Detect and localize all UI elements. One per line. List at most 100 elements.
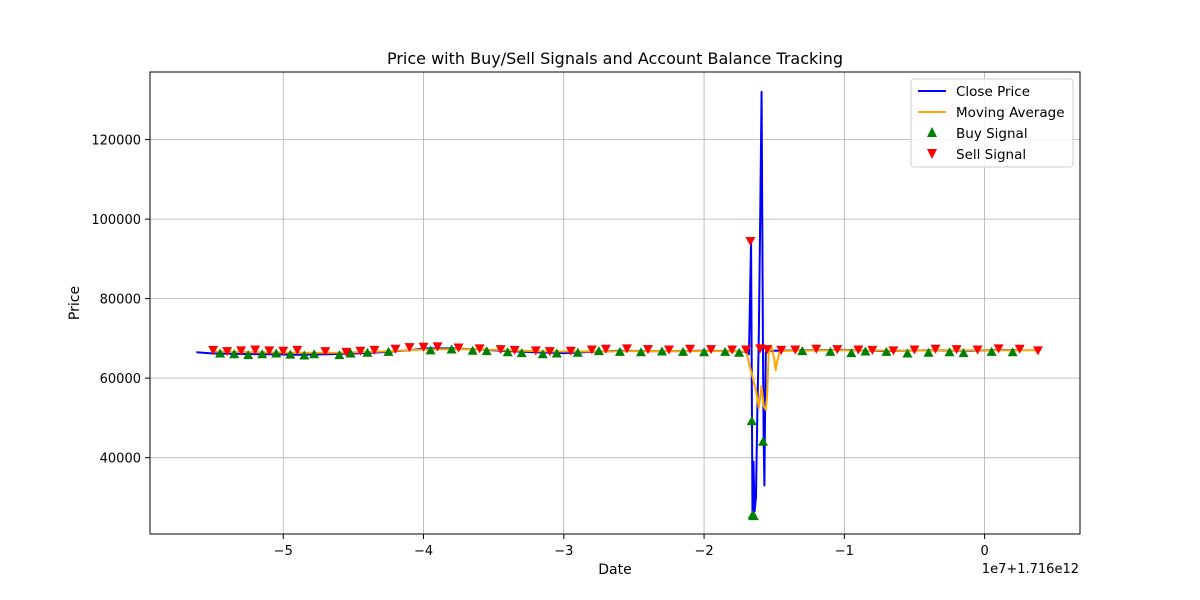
y-axis-label: Price <box>67 286 83 320</box>
sell-signal-marker <box>741 345 752 355</box>
sell-signal-marker <box>621 344 632 354</box>
x-tick-label: −3 <box>554 544 573 559</box>
y-tick-label: 60000 <box>100 372 141 387</box>
buy-signal-marker <box>309 349 320 359</box>
buy-signal-marker <box>229 349 240 359</box>
sell-signal-marker <box>222 347 233 357</box>
sell-signal-marker <box>418 342 429 352</box>
sell-signal-marker <box>853 345 864 355</box>
sell-signal-marker <box>390 344 401 354</box>
buy-signal-marker <box>481 346 492 356</box>
sell-signal-marker <box>320 347 331 357</box>
x-axis-ticks: −5 −4 −3 −2 −1 0 <box>274 534 989 559</box>
sell-signal-marker <box>993 344 1004 354</box>
sell-signal-marker <box>811 344 822 354</box>
buy-signal-marker <box>502 347 513 357</box>
sell-signal-marker <box>369 345 380 355</box>
sell-signal-marker <box>600 344 611 354</box>
buy-signal-marker <box>944 347 955 357</box>
buy-signal-marker <box>860 346 871 356</box>
buy-signal-marker <box>825 346 836 356</box>
sell-signal-marker <box>474 344 485 354</box>
sell-signal-marker <box>972 345 983 355</box>
chart-title: Price with Buy/Sell Signals and Account … <box>387 49 843 68</box>
sell-signal-marker <box>565 346 576 356</box>
buy-signal-marker <box>257 349 268 359</box>
legend-box <box>910 78 1074 168</box>
buy-signal-marker <box>797 346 808 356</box>
x-tick-label: −2 <box>694 544 713 559</box>
sell-signal-marker <box>909 345 920 355</box>
sell-signal-marker <box>432 342 443 352</box>
sell-signal-marker <box>544 347 555 357</box>
legend-sell-signal-label: Sell Signal <box>956 147 1026 163</box>
sell-signal-marker <box>685 344 696 354</box>
legend: Close Price Moving Average Buy Signal Se… <box>910 78 1074 168</box>
buy-signal-marker <box>299 350 310 360</box>
buy-signal-marker <box>551 348 562 358</box>
buy-signal-marker <box>1007 347 1018 357</box>
buy-signal-marker <box>757 436 768 446</box>
sell-signal-marker <box>706 345 717 355</box>
sell-signal-marker <box>278 346 289 356</box>
legend-moving-average-label: Moving Average <box>956 105 1065 121</box>
y-tick-label: 120000 <box>91 134 141 149</box>
buy-signal-marker <box>593 346 604 356</box>
x-axis-label: Date <box>598 562 631 578</box>
sell-signal-marker <box>790 345 801 355</box>
sell-signal-marker <box>755 344 766 354</box>
buy-signal-marker <box>285 349 296 359</box>
buy-signal-marker <box>334 350 345 360</box>
x-tick-label: −5 <box>274 544 293 559</box>
sell-signal-marker <box>727 345 738 355</box>
legend-buy-signal-marker <box>927 127 937 137</box>
buy-signal-marker <box>902 348 913 358</box>
sell-signal-marker <box>530 346 541 356</box>
sell-signal-marker <box>776 345 787 355</box>
sell-signal-marker <box>1032 346 1043 356</box>
x-tick-label: 0 <box>980 544 988 559</box>
buy-signal-marker <box>271 348 282 358</box>
buy-signal-marker <box>614 346 625 356</box>
sell-signal-marker <box>250 345 261 355</box>
buy-signal-marker <box>699 347 710 357</box>
y-tick-label: 40000 <box>100 452 141 467</box>
buy-signal-marker <box>467 345 478 355</box>
sell-signal-marker <box>762 345 773 355</box>
buy-signal-marker <box>734 347 745 357</box>
buy-signal-marker <box>345 348 356 358</box>
buy-signal-marker <box>881 346 892 356</box>
x-tick-label: −4 <box>414 544 433 559</box>
series-layer <box>196 90 1043 521</box>
sell-signal-marker <box>495 345 506 355</box>
buy-signal-marker <box>986 346 997 356</box>
sell-signal-marker <box>236 346 247 356</box>
sell-signal-marker <box>930 344 941 354</box>
buy-signal-marker <box>678 346 689 356</box>
sell-signal-marker <box>404 343 415 353</box>
buy-signal-marker <box>846 348 857 358</box>
legend-close-price-label: Close Price <box>956 84 1030 100</box>
sell-signal-marker <box>264 346 275 356</box>
buy-signal-marker <box>425 345 436 355</box>
buy-signal-marker <box>516 348 527 358</box>
sell-signal-marker <box>453 343 464 353</box>
x-tick-label: −1 <box>835 544 854 559</box>
sell-signal-marker <box>745 236 756 246</box>
buy-signal-marker <box>215 348 226 358</box>
plot-frame <box>149 71 1081 535</box>
sell-signal-marker <box>642 345 653 355</box>
y-axis-ticks: 40000 60000 80000 100000 120000 <box>91 134 150 467</box>
sell-signal-marker <box>355 346 366 356</box>
sell-signal-marker <box>341 347 352 357</box>
buy-signal-marker <box>656 346 667 356</box>
sell-signal-marker <box>888 346 899 356</box>
buy-signal-marker <box>746 416 757 426</box>
buy-signal-marker <box>635 347 646 357</box>
sell-signal-marker <box>867 345 878 355</box>
buy-signal-marker <box>748 511 759 521</box>
buy-signal-marker <box>923 347 934 357</box>
legend-sell-signal-marker <box>927 149 937 159</box>
sell-signal-marker <box>951 345 962 355</box>
sell-signal-marker <box>509 345 520 355</box>
